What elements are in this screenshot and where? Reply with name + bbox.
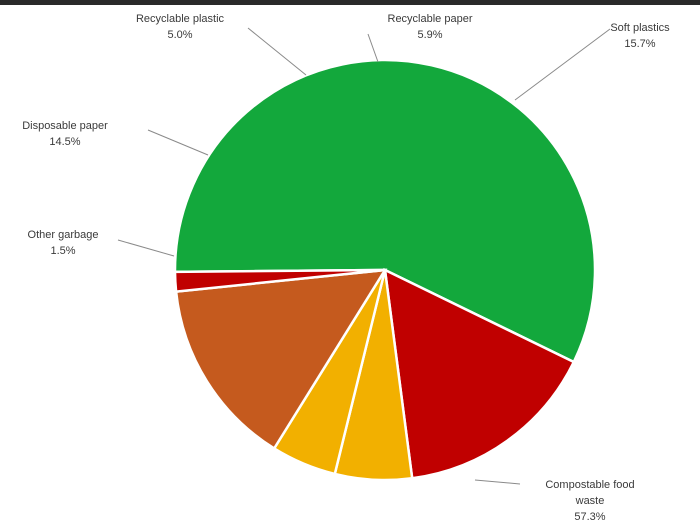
leader-line bbox=[147, 129, 209, 156]
pie-slice-other-garbage bbox=[173, 268, 386, 293]
slice-label-compostable-food-waste: Compostable food waste 57.3% bbox=[545, 479, 634, 523]
pie-slice-disposable-paper bbox=[174, 268, 388, 451]
leader-line bbox=[367, 33, 379, 63]
top-dark-bar bbox=[0, 0, 700, 5]
leader-line bbox=[514, 28, 611, 101]
slice-label-soft-plastics: Soft plastics 15.7% bbox=[610, 22, 670, 50]
slice-label-recyclable-paper: Recyclable paper 5.9% bbox=[388, 13, 473, 41]
leader-line bbox=[474, 479, 521, 485]
leader-line bbox=[117, 239, 175, 257]
slice-label-recyclable-plastic: Recyclable plastic 5.0% bbox=[136, 13, 225, 41]
pie-slice-soft-plastics bbox=[383, 267, 576, 480]
pie-slice-compostable-food-waste bbox=[173, 58, 597, 364]
leader-line bbox=[247, 27, 307, 76]
slice-label-other-garbage: Other garbage 1.5% bbox=[28, 229, 99, 257]
slice-label-disposable-paper: Disposable paper 14.5% bbox=[22, 120, 108, 148]
